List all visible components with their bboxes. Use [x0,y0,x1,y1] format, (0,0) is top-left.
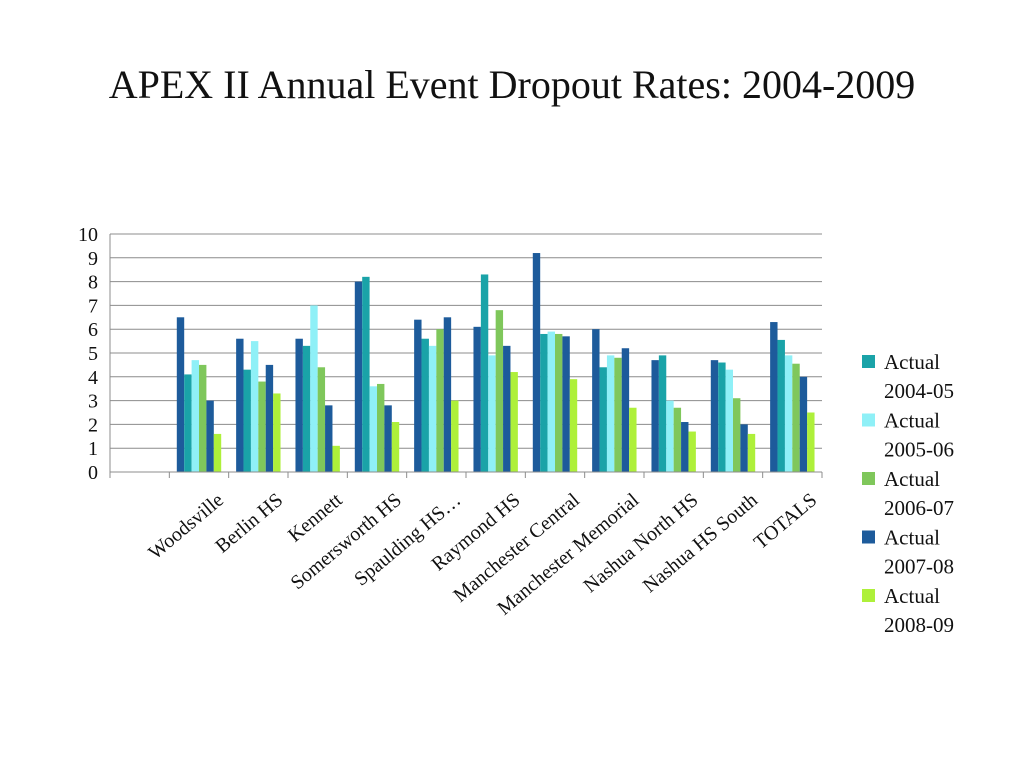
bar [555,333,563,472]
bar [651,360,659,472]
bar [733,398,741,472]
bar [176,317,185,472]
y-tick-label: 5 [88,343,98,365]
bar [273,393,281,472]
x-tick-label: Woodsville [144,489,228,564]
bar [592,329,600,472]
bar [421,338,429,472]
bar [614,357,622,472]
y-tick-label: 6 [88,319,98,341]
bar [473,326,481,472]
y-tick-label: 8 [88,272,98,294]
bar [666,400,674,472]
bar [673,407,682,472]
bar [510,372,518,472]
bar [451,400,459,472]
bar [599,367,607,472]
bar [369,386,377,472]
legend-label: Actual 2008-09 [884,584,954,637]
bar [495,310,504,472]
legend-label: Actual 2004-05 [884,350,954,403]
bar [569,379,578,472]
bar [710,360,719,472]
bar [807,412,815,472]
bar [747,433,756,472]
bar [540,333,548,472]
legend-label: Actual 2007-08 [884,526,954,579]
bar [532,253,541,472]
y-tick-label: 9 [88,248,98,270]
bar [503,345,511,472]
bar [414,319,422,472]
bar [436,329,444,472]
legend-swatch [862,589,875,602]
x-tick-label: TOTALS [750,489,821,554]
bar [295,338,303,472]
legend-swatch [862,413,875,427]
bar [443,317,452,472]
bar [718,362,726,472]
bar [317,367,326,472]
y-tick-label: 2 [88,414,98,436]
bar [325,405,333,472]
bar [777,339,785,472]
x-tick-label: Berlin HS [211,489,287,558]
bar [362,276,370,472]
bar [770,322,778,472]
bar [377,383,385,472]
bar [784,355,793,472]
bar [740,424,748,472]
bar [332,445,340,472]
bar [562,336,570,472]
bar [265,364,274,472]
bar [488,355,496,472]
y-tick-label: 4 [88,367,98,389]
bar [658,355,667,472]
bar [621,348,630,472]
bar [302,345,311,472]
axes [109,234,823,478]
bar [480,274,489,472]
bar [606,355,615,472]
legend-swatch [862,530,875,544]
bar [213,433,222,472]
bar [243,369,251,472]
bar [547,331,555,472]
bar [250,341,259,472]
bar [688,431,696,472]
bar [799,376,808,472]
legend-label: Actual 2006-07 [884,467,954,520]
bar [236,338,244,472]
y-tick-label: 3 [88,391,98,413]
bar [184,374,192,472]
bar [191,360,199,472]
bar [629,407,637,472]
bar [199,364,207,472]
bar [206,400,214,472]
y-tick-label: 1 [88,438,98,460]
legend-swatch [862,472,875,485]
bar [391,422,400,472]
bar [354,281,363,472]
bars [176,253,815,472]
bar [258,381,266,472]
legend-swatch [862,355,875,368]
bar [428,345,437,472]
y-tick-label: 7 [88,295,98,317]
bar [310,305,318,472]
gridlines [110,233,822,473]
bar [681,422,689,472]
x-tick-label: Spaulding HS… [350,489,465,591]
bar [792,363,800,472]
bar [384,405,392,472]
y-tick-label: 10 [78,224,98,246]
legend-label: Actual 2005-06 [884,409,954,462]
y-tick-label: 0 [88,462,98,484]
chart-title: APEX II Annual Event Dropout Rates: 2004… [108,62,916,107]
bar [725,369,733,472]
